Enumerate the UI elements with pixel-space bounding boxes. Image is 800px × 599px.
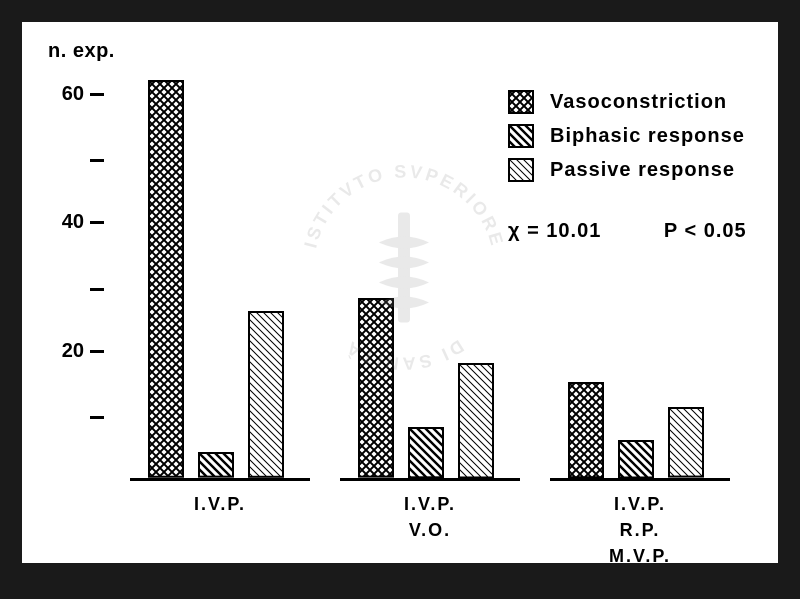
stats-text: χ = 10.01 P < 0.05 (508, 220, 747, 243)
bar-vasoconstriction (358, 298, 394, 478)
bar-vasoconstriction (568, 382, 604, 478)
legend-label: Passive response (550, 159, 735, 182)
legend-swatch (508, 90, 534, 114)
y-tick: 40 (48, 211, 104, 234)
chi-value: χ = 10.01 (508, 220, 601, 242)
group-baseline (130, 478, 310, 481)
y-tick-dash (90, 416, 104, 419)
y-minor-tick (48, 288, 104, 291)
bar-biphasic (408, 427, 444, 478)
bar-passive (668, 407, 704, 478)
legend-label: Vasoconstriction (550, 91, 727, 114)
group-baseline (550, 478, 730, 481)
y-minor-tick (48, 416, 104, 419)
y-tick-dash (90, 221, 104, 224)
y-minor-tick (48, 159, 104, 162)
y-tick-label: 20 (48, 340, 84, 363)
legend: Vasoconstriction Biphasic response Passive… (508, 90, 745, 192)
y-tick-label: 60 (48, 83, 84, 106)
x-group-label: I.V.P. V.O. (340, 491, 520, 543)
y-tick-dash (90, 350, 104, 353)
legend-swatch (508, 124, 534, 148)
y-tick-label: 40 (48, 211, 84, 234)
x-group-label: I.V.P. R.P. M.V.P. (550, 491, 730, 569)
y-tick-dash (90, 288, 104, 291)
legend-item: Vasoconstriction (508, 90, 745, 114)
legend-item: Biphasic response (508, 124, 745, 148)
bar-passive (458, 363, 494, 478)
bar-biphasic (618, 440, 654, 478)
group-baseline (340, 478, 520, 481)
y-tick: 60 (48, 83, 104, 106)
bar-passive (248, 311, 284, 478)
legend-item: Passive response (508, 158, 745, 182)
y-tick-dash (90, 159, 104, 162)
p-value: P < 0.05 (664, 220, 747, 242)
bar-biphasic (198, 452, 234, 478)
bar-chart: n. exp. I.V.P.I.V.P. V.O.I.V.P. R.P. M.V… (48, 40, 760, 541)
y-tick: 20 (48, 340, 104, 363)
legend-swatch (508, 158, 534, 182)
y-tick-dash (90, 93, 104, 96)
x-group-label: I.V.P. (130, 491, 310, 517)
bar-vasoconstriction (148, 80, 184, 478)
legend-label: Biphasic response (550, 125, 745, 148)
y-axis-label: n. exp. (48, 40, 115, 63)
